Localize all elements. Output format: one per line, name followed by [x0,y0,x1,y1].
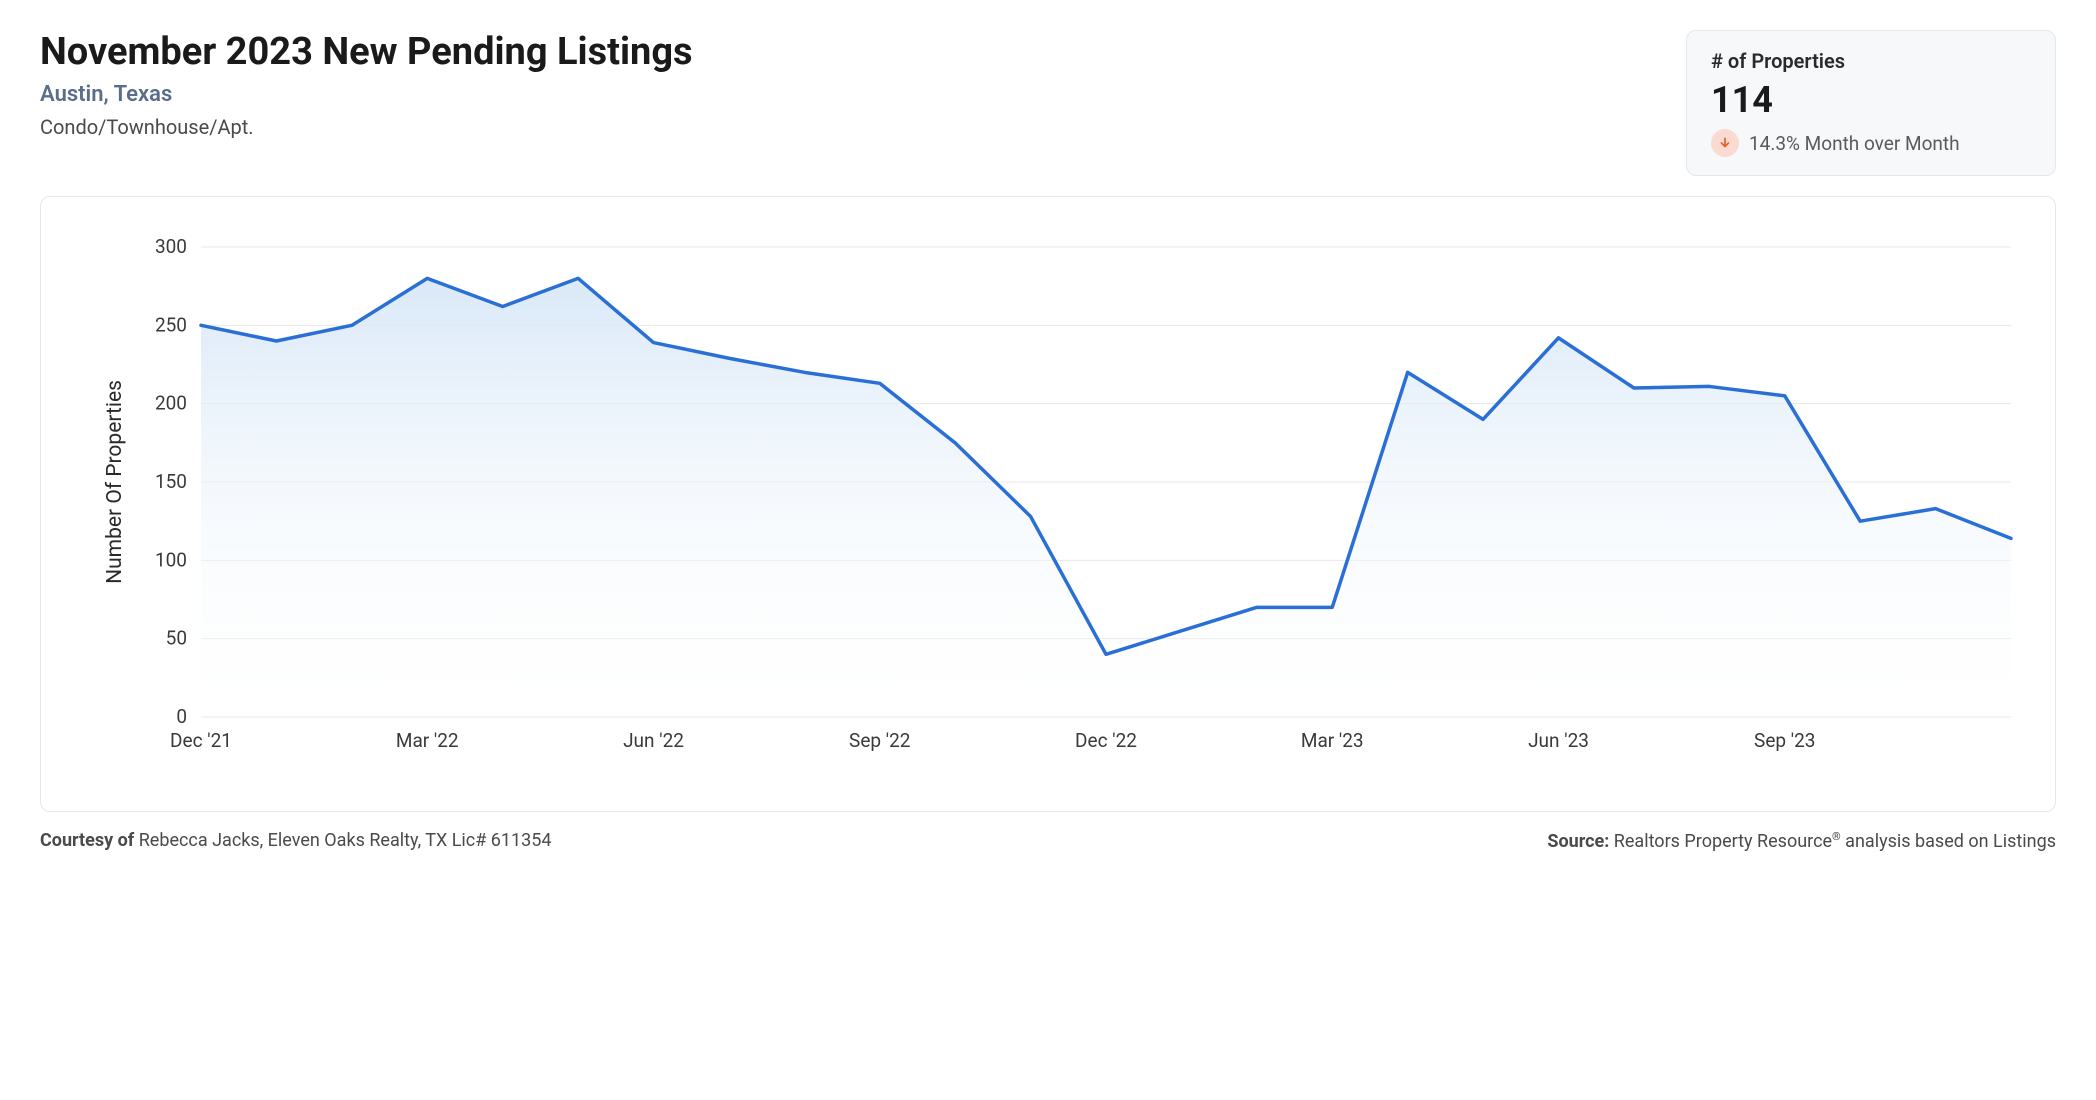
svg-text:Dec '22: Dec '22 [1075,729,1137,752]
stat-value: 114 [1711,79,2031,121]
registered-icon: ® [1832,830,1841,843]
svg-text:Sep '22: Sep '22 [849,729,910,752]
svg-text:Number Of Properties: Number Of Properties [103,380,127,584]
svg-text:Jun '23: Jun '23 [1528,729,1589,752]
footer-right-bold: Source: [1547,831,1613,852]
footer-left: Courtesy of Rebecca Jacks, Eleven Oaks R… [40,830,551,852]
svg-text:Mar '22: Mar '22 [396,729,459,752]
svg-text:Jun '22: Jun '22 [623,729,684,752]
property-type-text: Condo/Townhouse/Apt. [40,115,1686,139]
arrow-down-icon [1711,129,1739,157]
svg-text:Sep '23: Sep '23 [1754,729,1815,752]
svg-text:100: 100 [155,548,187,571]
line-chart: 0 50 100 150 200 250 300 Dec '21 Mar '22 Jun '22 S… [71,217,2031,777]
footer-right: Source: Realtors Property Resource® anal… [1547,830,2056,852]
stat-label: # of Properties [1711,49,2031,73]
footer-right-text-b: analysis based on Listings [1841,831,2056,852]
footer-right-text-a: Realtors Property Resource [1614,831,1832,852]
svg-text:300: 300 [155,235,187,258]
svg-text:200: 200 [155,392,187,415]
footer: Courtesy of Rebecca Jacks, Eleven Oaks R… [40,830,2056,852]
svg-text:Dec '21: Dec '21 [170,729,232,752]
page-title: November 2023 New Pending Listings [40,30,1686,74]
footer-left-text: Rebecca Jacks, Eleven Oaks Realty, TX Li… [139,830,552,851]
svg-text:150: 150 [155,470,187,493]
location-text: Austin, Texas [40,82,1686,107]
stat-card: # of Properties 114 14.3% Month over Mon… [1686,30,2056,176]
svg-text:Mar '23: Mar '23 [1301,729,1364,752]
svg-text:50: 50 [166,627,187,650]
stat-change: 14.3% Month over Month [1711,129,2031,157]
svg-text:250: 250 [155,313,187,336]
chart-container: 0 50 100 150 200 250 300 Dec '21 Mar '22 Jun '22 S… [40,196,2056,812]
footer-left-bold: Courtesy of [40,830,139,851]
svg-text:0: 0 [176,705,187,728]
stat-change-text: 14.3% Month over Month [1749,132,1960,155]
